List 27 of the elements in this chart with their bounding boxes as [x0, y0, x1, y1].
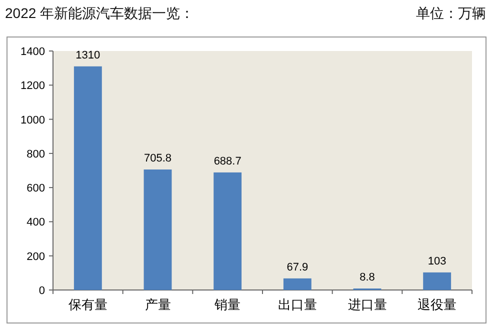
y-tick-label: 1200: [20, 80, 45, 92]
bar: [423, 272, 452, 290]
y-tick-label: 800: [26, 148, 45, 160]
y-tick-label: 0: [38, 285, 45, 297]
data-label: 8.8: [360, 272, 375, 284]
bar: [283, 278, 312, 290]
x-tick-label: 退役量: [418, 297, 457, 312]
x-tick-label: 产量: [144, 297, 171, 312]
data-label: 688.7: [214, 155, 242, 168]
x-tick-label: 进口量: [348, 297, 387, 312]
y-tick-label: 1400: [20, 46, 45, 58]
y-tick-label: 600: [26, 182, 45, 195]
x-tick-label: 保有量: [68, 297, 108, 312]
bar: [74, 66, 102, 290]
data-label: 1310: [76, 49, 100, 62]
text: 单位：万辆: [416, 5, 486, 21]
y-tick-label: 1000: [20, 114, 45, 126]
x-tick-label: 销量: [214, 297, 241, 312]
y-tick-label: 200: [26, 250, 45, 263]
data-label: 705.8: [144, 152, 172, 165]
bar: [214, 172, 242, 290]
data-label: 103: [428, 255, 446, 268]
bar: [144, 170, 172, 290]
x-tick-label: 出口量: [278, 297, 317, 312]
data-label: 67.9: [286, 261, 308, 274]
chart-title: 2022 年新能源汽车数据一览：: [5, 5, 194, 21]
y-tick-label: 400: [26, 216, 45, 229]
